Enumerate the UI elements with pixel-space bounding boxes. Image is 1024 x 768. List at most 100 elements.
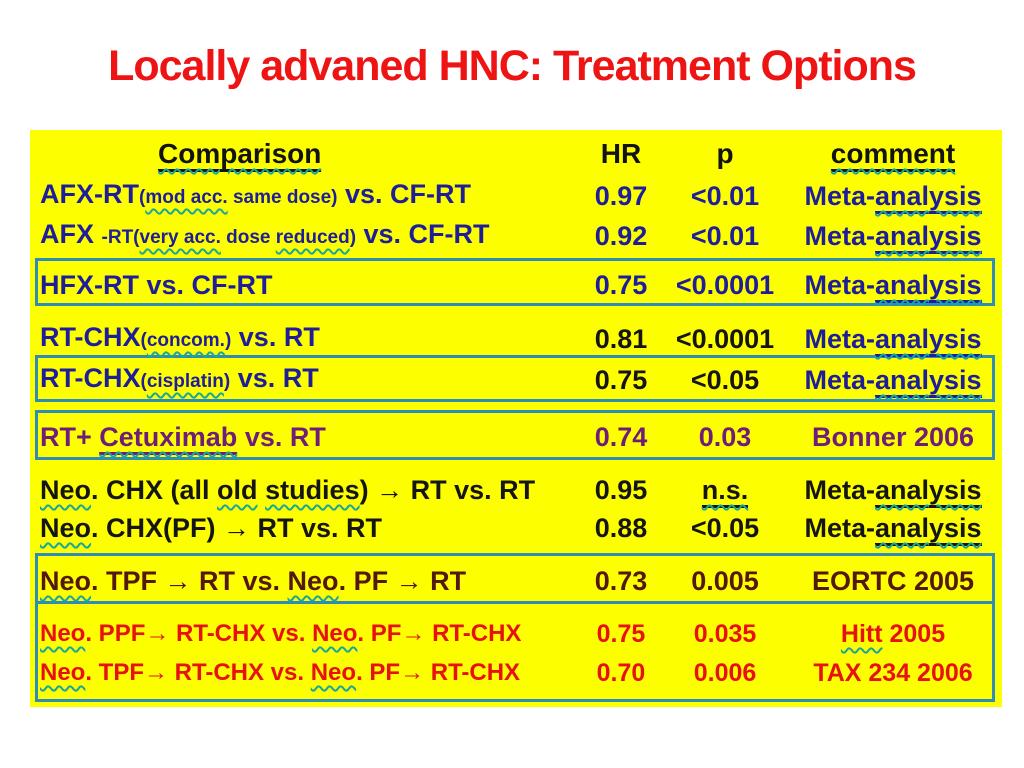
text-segment: 0.005 <box>691 566 759 596</box>
text-segment: very acc. <box>139 227 221 248</box>
text-segment: 2005 <box>882 620 946 648</box>
text-segment: -RT( <box>101 227 140 248</box>
p-cell: 0.035 <box>666 617 784 651</box>
text-segment: Bonner 2006 <box>811 422 975 452</box>
comparison-cell: HFX-RT vs. CF-RT <box>30 268 576 302</box>
comment-cell: EORTC 2005 <box>784 564 1002 598</box>
text-segment: ( <box>138 187 146 208</box>
text-segment: <0.05 <box>690 365 760 395</box>
header-comparison: Comparison <box>30 137 576 172</box>
text-segment: . PF → RT <box>338 566 467 596</box>
table-row-afx-very-acc: AFX -RT(very acc. dose reduced) vs. CF-R… <box>30 217 1002 255</box>
hr-cell: 0.75 <box>594 365 648 395</box>
text-segment: ) <box>223 371 231 392</box>
text-segment <box>258 475 266 505</box>
text-segment: Neo <box>40 620 86 647</box>
text-segment: mod acc. <box>145 187 228 208</box>
text-segment: Hitt <box>840 620 883 648</box>
hr-cell: 0.74 <box>594 422 648 452</box>
comment-cell: Bonner 2006 <box>784 420 1002 454</box>
text-segment: . TPF → RT vs. <box>91 566 288 596</box>
hr-cell: 0.88 <box>594 513 648 543</box>
text-segment: TAX 234 2006 <box>813 659 973 687</box>
comment-cell: Meta-analysis <box>784 322 1002 357</box>
table-row-neo-chx-all-old: Neo. CHX (all old studies) → RT vs. RT 0.… <box>30 473 1002 508</box>
header-comment-label: comment <box>830 138 956 172</box>
text-segment: analysis <box>874 221 982 254</box>
text-segment: Neo <box>40 566 92 596</box>
text-segment: 0.035 <box>693 620 757 648</box>
text-segment: vs. RT <box>230 363 319 393</box>
header-comment: comment <box>784 137 1002 172</box>
text-segment: ( <box>140 371 147 392</box>
text-segment: vs. RT <box>237 422 326 452</box>
table-row-neo-ppf-rt-chx: Neo. PPF→ RT-CHX vs. Neo. PF→ RT-CHX 0.75… <box>30 617 1002 651</box>
text-segment: analysis <box>874 475 982 508</box>
text-segment: 0.006 <box>693 659 757 687</box>
text-segment: Meta- <box>804 221 875 251</box>
p-cell: <0.01 <box>666 219 784 253</box>
text-segment: Meta- <box>804 475 875 505</box>
comparison-cell: RT-CHX(cisplatin) vs. RT <box>30 361 576 399</box>
text-segment: Neo <box>312 620 358 647</box>
text-segment: RT-CHX <box>40 322 141 352</box>
comment-cell: Meta-analysis <box>784 219 1002 254</box>
text-segment: Cetuximab <box>99 422 238 455</box>
text-segment: <0.0001 <box>675 324 775 354</box>
comparison-cell: Neo. CHX (all old studies) → RT vs. RT <box>30 473 576 507</box>
header-hr-label: HR <box>600 138 642 169</box>
text-segment: Neo <box>40 513 92 543</box>
text-segment: Neo <box>40 475 92 505</box>
text-segment: vs. CF-RT <box>356 219 490 249</box>
p-cell: <0.0001 <box>666 268 784 302</box>
text-segment: . PPF→ RT-CHX vs. <box>85 620 313 647</box>
comparison-cell: AFX-RT(mod acc. same dose) vs. CF-RT <box>30 177 576 215</box>
p-cell: <0.01 <box>666 179 784 213</box>
hr-cell: 0.73 <box>594 566 648 596</box>
hr-cell: 0.81 <box>594 324 648 354</box>
highlight-box-hfx <box>35 258 995 306</box>
header-comparison-label: Comparison <box>158 138 322 172</box>
comparison-cell: RT+ Cetuximab vs. RT <box>30 420 576 455</box>
p-cell: 0.006 <box>666 656 784 690</box>
table-row-afx-mod-acc: AFX-RT(mod acc. same dose) vs. CF-RT 0.97… <box>30 177 1002 215</box>
text-segment: <0.0001 <box>675 270 775 300</box>
p-cell: <0.0001 <box>666 322 784 356</box>
highlight-box-cisplatin <box>35 355 995 402</box>
text-segment: <0.01 <box>690 221 760 251</box>
text-segment: AFX <box>40 219 102 249</box>
p-cell: n.s. <box>666 473 784 508</box>
comment-cell: Hitt 2005 <box>784 617 1002 651</box>
text-segment: Neo <box>40 659 86 686</box>
comparison-cell: Neo. CHX(PF) → RT vs. RT <box>30 511 576 545</box>
table-row-neo-tpf-rt-chx: Neo. TPF→ RT-CHX vs. Neo. PF→ RT-CHX 0.70… <box>30 656 1002 690</box>
text-segment: analysis <box>874 181 982 214</box>
text-segment: Meta- <box>804 324 875 354</box>
treatment-table: Comparison HR p comment AFX-RT(mod acc. … <box>30 130 1002 707</box>
text-segment: . PF→ RT-CHX <box>357 620 522 647</box>
table-row-rt-chx-cisplatin: RT-CHX(cisplatin) vs. RT 0.75 <0.05 Meta-an… <box>30 361 1002 399</box>
text-segment: . TPF→ RT-CHX vs. <box>85 659 311 686</box>
text-segment: Meta- <box>804 513 875 543</box>
p-cell: 0.005 <box>666 564 784 598</box>
text-segment: Meta- <box>804 365 875 395</box>
text-segment: vs. CF-RT <box>337 179 472 209</box>
text-segment: Meta- <box>804 270 875 300</box>
hr-cell: 0.95 <box>594 475 648 505</box>
text-segment: ) → RT vs. RT <box>359 475 536 505</box>
text-segment: analysis <box>874 365 982 398</box>
text-segment: RT-CHX <box>40 363 141 393</box>
text-segment: ) <box>349 227 357 248</box>
comparison-cell: AFX -RT(very acc. dose reduced) vs. CF-R… <box>30 217 576 255</box>
hr-cell: 0.92 <box>594 221 648 251</box>
text-segment: <0.01 <box>690 181 760 211</box>
text-segment: ( <box>140 330 147 351</box>
comparison-cell: Neo. TPF→ RT-CHX vs. Neo. PF→ RT-CHX <box>30 656 576 690</box>
text-segment: same dose) <box>227 187 338 208</box>
text-segment: Meta- <box>804 181 875 211</box>
text-segment: dose <box>220 227 276 248</box>
text-segment: concom. <box>146 330 225 351</box>
text-segment: analysis <box>874 513 982 546</box>
table-row-rt-chx-concom: RT-CHX(concom.) vs. RT 0.81 <0.0001 Meta-an… <box>30 322 1002 357</box>
comment-cell: Meta-analysis <box>784 268 1002 303</box>
